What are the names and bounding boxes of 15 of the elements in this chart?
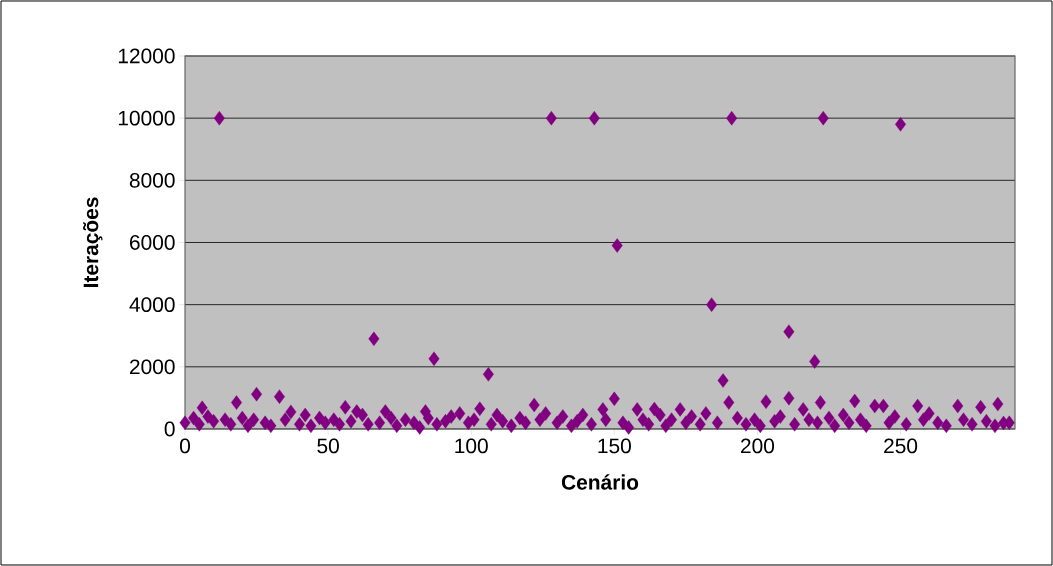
x-tick-label: 100 (455, 438, 488, 454)
y-tick-label: 0 (164, 421, 175, 437)
y-tick-label: 12000 (118, 48, 175, 64)
x-tick-label: 150 (598, 438, 631, 454)
y-tick-label: 6000 (130, 235, 175, 250)
y-tick-label: 4000 (129, 297, 175, 313)
y-tick-label: 2000 (129, 359, 175, 375)
x-tick-label: 250 (884, 438, 918, 454)
y-tick-label: 10000 (118, 110, 175, 126)
x-tick-label: 0 (180, 438, 190, 454)
x-tick-label: 50 (317, 438, 339, 454)
y-tick-label: 8000 (129, 172, 175, 188)
x-tick-label: 200 (741, 438, 775, 454)
y-axis-title: Iterações (83, 197, 103, 288)
x-axis-title: Cenário (561, 474, 639, 490)
